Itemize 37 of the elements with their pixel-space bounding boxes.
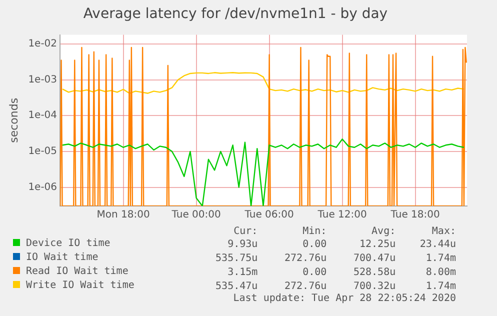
- text: 12.25u: [358, 238, 396, 251]
- y-tick-label: 1e-06: [28, 182, 58, 193]
- text: Avg:: [370, 226, 396, 237]
- text: 700.47u: [352, 252, 396, 265]
- text: 23.44u: [418, 238, 456, 251]
- text: 700.32u: [352, 280, 396, 293]
- text: 535.75u: [214, 252, 258, 265]
- text: 0.00: [302, 238, 327, 251]
- x-tick-label: Tue 12:00: [316, 210, 367, 221]
- x-tick-label: Tue 06:00: [244, 210, 294, 221]
- y-tick-label: 1e-04: [28, 110, 58, 122]
- text: 272.76u: [284, 280, 327, 293]
- y-tick-label: 1e-05: [28, 146, 58, 158]
- text: 8.00m: [424, 266, 456, 279]
- text: 9.93u: [226, 238, 258, 251]
- chart-title: Average latency for /dev/nvme1n1 - by day: [83, 6, 388, 22]
- legend-label: Read IO Wait time: [25, 265, 130, 279]
- text: 535.47u: [214, 280, 258, 293]
- y-axis-title: seconds: [7, 98, 20, 143]
- text: Min:: [302, 226, 327, 237]
- text: 1.74m: [424, 280, 456, 293]
- text: Last update: Tue Apr 28 22:05:24 2020: [232, 293, 456, 304]
- legend-label: IO Wait time: [25, 251, 100, 265]
- text: 3.15m: [226, 266, 258, 279]
- x-tick-label: Mon 18:00: [96, 210, 150, 221]
- legend-label: Device IO time: [25, 237, 112, 251]
- x-tick-label: Tue 18:00: [390, 210, 440, 221]
- x-tick-label: Tue 00:00: [170, 210, 221, 221]
- legend-label: Write IO Wait time: [25, 279, 136, 293]
- y-tick-label: 1e-03: [28, 74, 58, 86]
- y-tick-label: 1e-02: [28, 38, 58, 50]
- text: 1.74m: [424, 252, 456, 265]
- text: Cur:: [232, 226, 258, 237]
- text: 528.58u: [352, 266, 396, 279]
- text: 0.00: [302, 266, 327, 279]
- text: 272.76u: [284, 252, 327, 265]
- text: Max:: [430, 226, 456, 237]
